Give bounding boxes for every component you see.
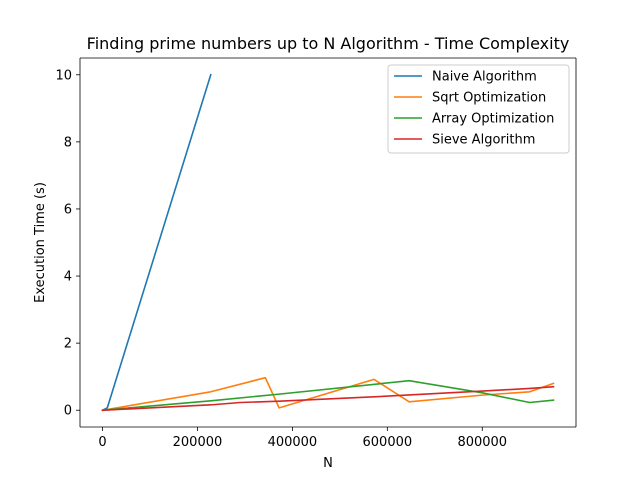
y-axis-label: Execution Time (s)	[33, 182, 48, 303]
x-tick-label: 0	[98, 435, 106, 450]
y-tick-label: 2	[64, 337, 72, 352]
y-tick-label: 10	[55, 68, 72, 83]
legend-label: Array Optimization	[432, 112, 554, 127]
legend-label: Sieve Algorithm	[432, 133, 535, 148]
legend-label: Sqrt Optimization	[432, 91, 546, 106]
series-layer	[101, 73, 555, 412]
y-tick-label: 8	[64, 135, 72, 150]
x-axis-label: N	[323, 456, 333, 471]
x-tick-label: 200000	[173, 435, 223, 450]
y-tick-label: 0	[64, 404, 72, 419]
x-axis: 0 200000 400000 600000 800000	[98, 427, 507, 450]
series-line-sieve-algorithm	[101, 385, 555, 412]
legend-label: Naive Algorithm	[432, 70, 537, 85]
y-axis: 0 2 4 6 8 10	[55, 68, 80, 419]
series-line-array-optimization	[101, 379, 555, 412]
x-tick-label: 400000	[268, 435, 318, 450]
x-tick-label: 600000	[363, 435, 413, 450]
legend-box	[387, 64, 570, 154]
y-tick-label: 6	[64, 202, 72, 217]
legend: Naive Algorithm Sqrt Optimization Array Op…	[387, 64, 570, 154]
chart-title: Finding prime numbers up to N Algorithm …	[87, 34, 570, 53]
series-line-sqrt-optimization	[101, 376, 555, 412]
y-tick-label: 4	[64, 270, 72, 285]
x-tick-label: 800000	[457, 435, 507, 450]
axes-frame	[79, 57, 577, 428]
